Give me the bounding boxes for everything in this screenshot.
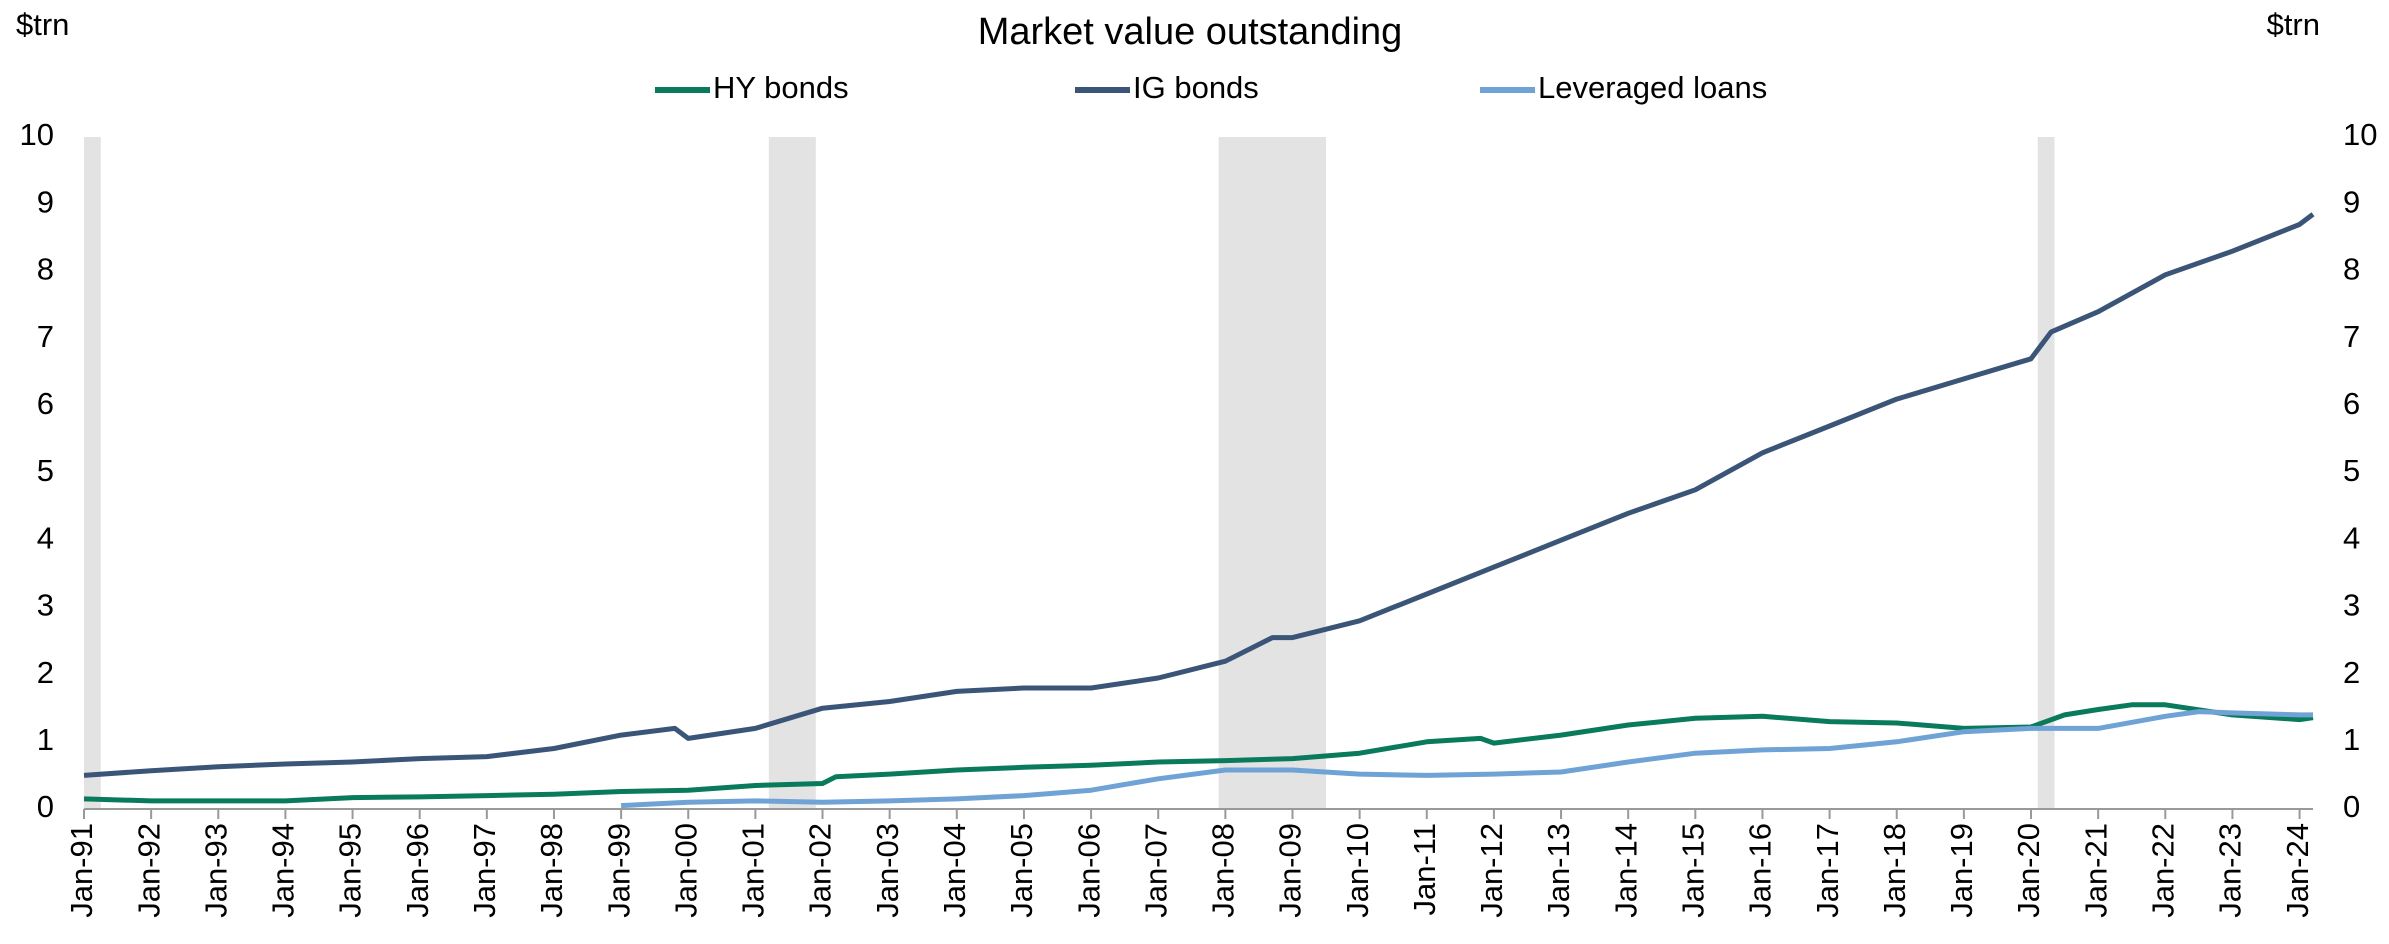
legend-label: Leveraged loans (1538, 70, 1767, 105)
x-tick-label: Jan-12 (1474, 823, 1509, 918)
x-tick-label: Jan-00 (668, 823, 703, 918)
x-tick-label: Jan-15 (1676, 823, 1711, 918)
y2-tick-label: 0 (2343, 789, 2360, 824)
x-tick-label: Jan-98 (534, 823, 569, 918)
legend-label: IG bonds (1133, 70, 1259, 105)
x-tick-label: Jan-09 (1273, 823, 1308, 918)
x-tick-label: Jan-03 (870, 823, 905, 918)
x-tick-label: Jan-23 (2213, 823, 2248, 918)
x-tick-label: Jan-19 (1944, 823, 1979, 918)
y-tick-label: 4 (37, 520, 54, 555)
x-tick-label: Jan-91 (64, 823, 99, 918)
y2-tick-label: 5 (2343, 453, 2360, 488)
x-tick-label: Jan-10 (1340, 823, 1375, 918)
x-tick-label: Jan-16 (1743, 823, 1778, 918)
x-tick-label: Jan-24 (2280, 823, 2315, 918)
y2-tick-label: 8 (2343, 252, 2360, 287)
x-tick-label: Jan-20 (2011, 823, 2046, 918)
series-line (620, 709, 2313, 809)
x-tick-label: Jan-04 (937, 823, 972, 918)
x-tick-label: Jan-11 (1407, 823, 1442, 916)
chart-title: Market value outstanding (978, 11, 1403, 53)
y-tick-label: 3 (37, 588, 54, 623)
x-tick-label: Jan-96 (400, 823, 435, 918)
x-tick-label: Jan-01 (736, 823, 771, 918)
y2-tick-label: 10 (2343, 117, 2377, 152)
y2-tick-label: 1 (2343, 722, 2360, 757)
y2-tick-label: 6 (2343, 386, 2360, 421)
x-tick-label: Jan-92 (131, 823, 166, 918)
y-tick-label: 5 (37, 453, 54, 488)
x-tick-label: Jan-06 (1071, 823, 1106, 918)
x-tick-label: Jan-13 (1541, 823, 1576, 918)
y-tick-label: 2 (37, 655, 54, 690)
y-tick-label: 10 (20, 117, 54, 152)
legend-label: HY bonds (713, 70, 849, 105)
series-line (83, 212, 2315, 778)
series-line (83, 702, 2314, 804)
x-tick-label: Jan-22 (2145, 823, 2180, 918)
y2-tick-label: 2 (2343, 655, 2360, 690)
x-tick-label: Jan-93 (198, 823, 233, 918)
x-tick-label: Jan-95 (333, 823, 368, 918)
y2-tick-label: 7 (2343, 319, 2360, 354)
x-tick-label: Jan-94 (266, 823, 301, 918)
y2-tick-label: 4 (2343, 520, 2360, 555)
x-tick-label: Jan-21 (2078, 823, 2113, 918)
x-tick-label: Jan-05 (1004, 823, 1039, 918)
y-tick-label: 1 (37, 722, 54, 757)
recession-band (768, 137, 816, 809)
recession-band (2037, 137, 2055, 809)
x-tick-label: Jan-14 (1608, 823, 1643, 918)
y-tick-label: 8 (37, 252, 54, 287)
y-tick-label: 0 (37, 789, 54, 824)
y2-tick-label: 3 (2343, 588, 2360, 623)
x-tick-label: Jan-18 (1877, 823, 1912, 918)
y-tick-label: 7 (37, 319, 54, 354)
y2-tick-label: 9 (2343, 184, 2360, 219)
x-tick-label: Jan-17 (1810, 823, 1845, 918)
recession-band (84, 137, 101, 809)
recession-band (1218, 137, 1327, 809)
x-tick-label: Jan-08 (1206, 823, 1241, 918)
x-tick-label: Jan-02 (803, 823, 838, 918)
x-tick-label: Jan-97 (467, 823, 502, 918)
x-tick-label: Jan-07 (1138, 823, 1173, 918)
x-tick-label: Jan-99 (601, 823, 636, 918)
y-tick-label: 6 (37, 386, 54, 421)
y-tick-label: 9 (37, 184, 54, 219)
y-axis-label: $trn (16, 7, 69, 42)
y2-axis-label: $trn (2267, 7, 2320, 42)
